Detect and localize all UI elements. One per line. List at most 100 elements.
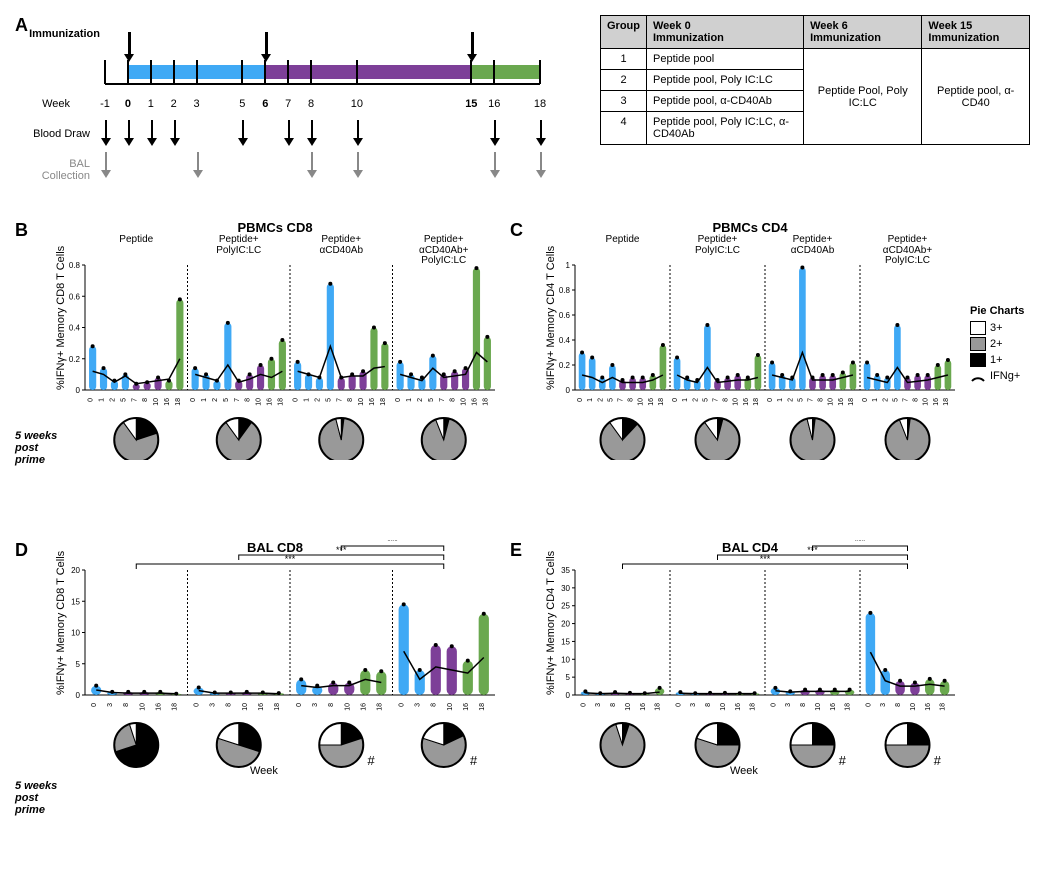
- svg-text:0: 0: [296, 703, 303, 707]
- timeline-svg-holder: -10123567810151618: [40, 20, 580, 210]
- svg-text:2: 2: [882, 398, 889, 402]
- svg-text:0: 0: [399, 703, 406, 707]
- xaxis-label-D: Week: [250, 765, 278, 777]
- svg-text:0: 0: [190, 398, 197, 402]
- svg-text:7: 7: [808, 398, 815, 402]
- svg-text:10: 10: [447, 703, 454, 711]
- svg-text:18: 18: [750, 703, 757, 711]
- svg-text:18: 18: [274, 703, 281, 711]
- svg-text:25: 25: [561, 602, 570, 611]
- svg-text:16: 16: [648, 398, 655, 406]
- svg-text:7: 7: [234, 398, 241, 402]
- panel-label-E: E: [510, 540, 522, 561]
- pie-row-label-DE: 5 weeks post prime: [15, 780, 57, 816]
- svg-text:8: 8: [226, 703, 233, 707]
- group-table: GroupWeek 0 ImmunizationWeek 6 Immunizat…: [600, 15, 1030, 145]
- svg-text:10: 10: [910, 703, 917, 711]
- svg-text:18: 18: [753, 398, 760, 406]
- svg-text:3: 3: [107, 703, 114, 707]
- svg-text:7: 7: [439, 398, 446, 402]
- svg-text:1: 1: [304, 398, 311, 402]
- svg-text:3: 3: [312, 703, 319, 707]
- svg-text:8: 8: [245, 398, 252, 402]
- svg-text:18: 18: [943, 398, 950, 406]
- svg-text:10: 10: [71, 629, 80, 638]
- svg-text:0.8: 0.8: [559, 286, 571, 295]
- svg-text:0: 0: [767, 398, 774, 402]
- svg-text:5: 5: [76, 660, 81, 669]
- svg-text:18: 18: [655, 703, 662, 711]
- svg-text:0: 0: [88, 398, 95, 402]
- svg-text:10: 10: [242, 703, 249, 711]
- svg-text:16: 16: [743, 398, 750, 406]
- svg-text:18: 18: [171, 703, 178, 711]
- svg-text:#: #: [367, 753, 375, 768]
- svg-text:1: 1: [872, 398, 879, 402]
- svg-text:8: 8: [913, 398, 920, 402]
- svg-text:30: 30: [561, 584, 570, 593]
- panel-C: PBMCs CD4%IFNγ+ Memory CD4 T Cells00.20.…: [535, 220, 965, 460]
- svg-text:8: 8: [628, 398, 635, 402]
- panel-B: PBMCs CD8%IFNγ+ Memory CD8 T Cells00.20.…: [45, 220, 505, 460]
- svg-text:#: #: [934, 753, 942, 768]
- svg-text:20: 20: [71, 566, 80, 575]
- svg-text:7: 7: [618, 398, 625, 402]
- svg-text:16: 16: [933, 398, 940, 406]
- svg-text:10: 10: [638, 398, 645, 406]
- pie-legend: Pie Charts 3+2+1+IFNg+: [970, 305, 1024, 385]
- svg-text:18: 18: [658, 398, 665, 406]
- svg-text:18: 18: [380, 398, 387, 406]
- svg-text:0.4: 0.4: [69, 324, 81, 333]
- pie-row-label-BC: 5 weeks post prime: [15, 430, 57, 466]
- svg-text:2: 2: [597, 398, 604, 402]
- svg-text:0.4: 0.4: [559, 336, 571, 345]
- svg-text:1: 1: [777, 398, 784, 402]
- svg-text:0: 0: [580, 703, 587, 707]
- svg-text:16: 16: [925, 703, 932, 711]
- svg-text:8: 8: [347, 398, 354, 402]
- svg-text:5: 5: [223, 398, 230, 402]
- svg-text:5: 5: [702, 398, 709, 402]
- svg-text:16: 16: [266, 398, 273, 406]
- svg-text:18: 18: [845, 703, 852, 711]
- svg-text:0: 0: [566, 691, 571, 700]
- svg-text:0.2: 0.2: [69, 355, 81, 364]
- svg-text:1: 1: [566, 261, 571, 270]
- svg-text:18: 18: [277, 398, 284, 406]
- timeline: -10123567810151618 Immunization Week Blo…: [40, 20, 580, 210]
- svg-text:1: 1: [201, 398, 208, 402]
- svg-text:5: 5: [892, 398, 899, 402]
- svg-text:0: 0: [770, 703, 777, 707]
- svg-text:3: 3: [210, 703, 217, 707]
- svg-text:2: 2: [787, 398, 794, 402]
- svg-text:16: 16: [735, 703, 742, 711]
- svg-text:3: 3: [595, 703, 602, 707]
- svg-text:15: 15: [561, 637, 570, 646]
- panel-label-B: B: [15, 220, 28, 241]
- svg-text:10: 10: [561, 655, 570, 664]
- svg-text:0.6: 0.6: [69, 292, 81, 301]
- svg-text:10: 10: [733, 398, 740, 406]
- svg-text:5: 5: [566, 673, 571, 682]
- svg-text:0: 0: [672, 398, 679, 402]
- bal-row-label: BAL Collection: [10, 158, 90, 182]
- svg-text:18: 18: [175, 398, 182, 406]
- svg-text:0.6: 0.6: [559, 311, 571, 320]
- svg-text:0: 0: [865, 703, 872, 707]
- svg-text:0: 0: [194, 703, 201, 707]
- svg-text:2: 2: [314, 398, 321, 402]
- svg-text:8: 8: [610, 703, 617, 707]
- svg-text:16: 16: [258, 703, 265, 711]
- svg-text:2: 2: [417, 398, 424, 402]
- svg-text:10: 10: [815, 703, 822, 711]
- svg-text:18: 18: [940, 703, 947, 711]
- svg-text:10: 10: [720, 703, 727, 711]
- svg-text:10: 10: [256, 398, 263, 406]
- svg-text:8: 8: [328, 703, 335, 707]
- svg-text:16: 16: [830, 703, 837, 711]
- panel-D: BAL CD8%IFNγ+ Memory CD8 T Cells05101520…: [45, 540, 505, 790]
- svg-text:18: 18: [848, 398, 855, 406]
- svg-text:8: 8: [431, 703, 438, 707]
- svg-text:7: 7: [336, 398, 343, 402]
- svg-text:0: 0: [566, 386, 571, 395]
